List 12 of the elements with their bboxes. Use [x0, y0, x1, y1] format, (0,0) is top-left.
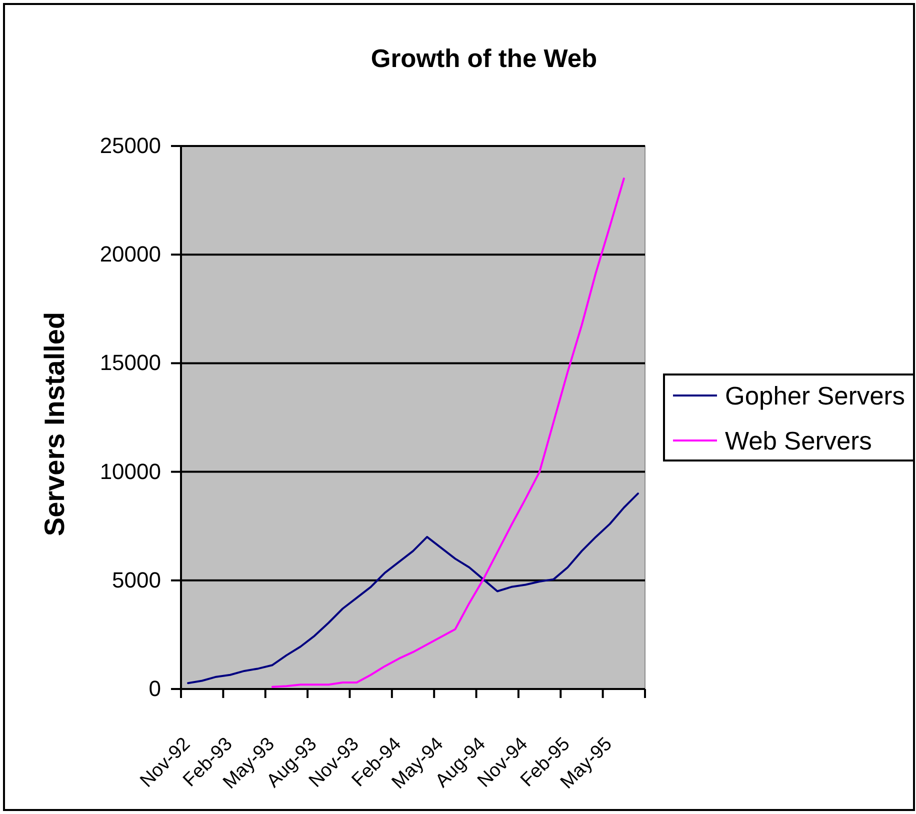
line-series — [271, 178, 625, 688]
y-tick-label: 15000 — [100, 350, 161, 376]
legend-label: Gopher Servers — [725, 382, 905, 410]
legend-label: Web Servers — [725, 427, 872, 456]
y-tick-label: 20000 — [100, 242, 161, 267]
chart-title: Growth of the Web — [370, 45, 598, 73]
y-axis-title: Servers Installed — [39, 312, 70, 536]
y-tick-label: 10000 — [100, 458, 161, 484]
y-tick-label: 5000 — [112, 567, 161, 592]
line-series — [187, 492, 639, 684]
y-tick-label: 25000 — [100, 133, 161, 158]
y-tick-label: 0 — [148, 676, 161, 702]
